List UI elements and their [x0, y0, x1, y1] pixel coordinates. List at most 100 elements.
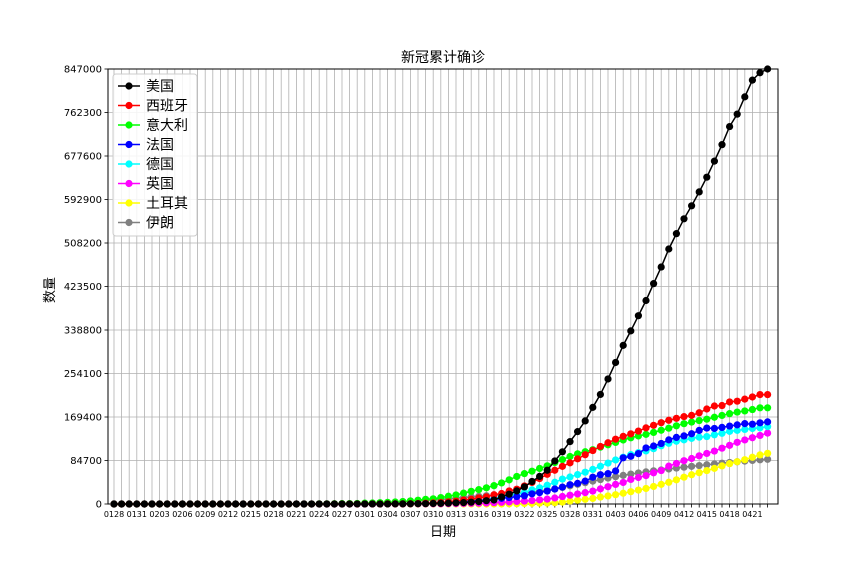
data-point — [604, 470, 612, 478]
data-point — [665, 436, 673, 444]
data-point — [186, 500, 194, 508]
data-point — [627, 452, 635, 460]
data-point — [224, 500, 232, 508]
data-point — [498, 479, 506, 487]
data-point — [596, 390, 605, 399]
data-point — [194, 500, 202, 508]
data-point — [665, 462, 673, 470]
data-point — [467, 498, 475, 506]
data-point — [490, 482, 498, 490]
data-point — [300, 500, 308, 508]
legend-item: 土耳其 — [118, 196, 188, 212]
data-point — [156, 500, 164, 508]
data-point — [277, 500, 285, 508]
data-point — [703, 461, 711, 469]
x-tick-label: 0409 — [651, 510, 671, 519]
data-point — [680, 420, 688, 428]
data-point — [368, 500, 376, 508]
data-point — [308, 500, 316, 508]
data-point — [672, 230, 681, 238]
data-point — [566, 452, 574, 461]
data-point — [140, 500, 148, 508]
data-point — [612, 435, 620, 443]
y-tick-label: 677600 — [64, 152, 102, 163]
legend-label: 美国 — [146, 79, 174, 95]
data-point — [710, 431, 719, 439]
data-point — [733, 421, 741, 429]
data-point — [574, 455, 582, 463]
data-point — [764, 404, 772, 412]
data-point — [642, 424, 650, 432]
data-point — [756, 451, 764, 459]
data-point — [551, 478, 559, 486]
data-point — [209, 500, 217, 508]
data-point — [612, 358, 620, 367]
data-point — [520, 483, 529, 491]
data-point — [650, 280, 658, 288]
data-point — [619, 432, 627, 440]
x-tick-label: 0131 — [127, 510, 147, 519]
data-point — [764, 391, 772, 399]
data-point — [718, 429, 726, 437]
y-tick-label: 254100 — [64, 369, 102, 380]
data-point — [558, 483, 567, 491]
data-point — [292, 500, 300, 508]
data-point — [710, 413, 719, 421]
data-point — [513, 492, 521, 501]
legend-label: 法国 — [146, 138, 174, 154]
data-point — [619, 489, 627, 497]
data-point — [574, 490, 582, 498]
data-point — [429, 499, 437, 508]
data-point — [452, 491, 460, 499]
data-point — [718, 141, 726, 149]
data-point — [748, 420, 757, 428]
data-point — [574, 479, 582, 487]
data-point — [634, 473, 643, 482]
data-point — [695, 452, 703, 460]
x-tick-label: 0331 — [583, 510, 603, 519]
data-point — [680, 215, 688, 223]
legend-item: 德国 — [118, 157, 174, 173]
data-point — [543, 495, 551, 503]
data-point — [346, 500, 354, 508]
data-point — [665, 478, 673, 486]
data-point — [627, 488, 635, 496]
x-tick-label: 0212 — [218, 510, 238, 519]
x-tick-label: 0316 — [469, 510, 489, 519]
data-point — [733, 397, 741, 405]
y-tick-label: 169400 — [64, 413, 102, 424]
data-point — [680, 473, 688, 481]
x-tick-label: 0313 — [446, 510, 466, 519]
data-point — [695, 426, 703, 434]
legend-swatch-marker — [125, 101, 133, 110]
data-point — [688, 454, 696, 463]
legend-label: 西班牙 — [146, 99, 188, 115]
data-point — [232, 500, 240, 508]
data-point — [756, 424, 764, 432]
data-point — [437, 499, 445, 507]
x-tick-label: 0325 — [537, 510, 557, 519]
data-point — [619, 478, 627, 487]
data-point — [756, 456, 764, 464]
data-point — [680, 457, 688, 465]
data-point — [680, 432, 688, 440]
data-point — [680, 413, 688, 421]
data-point — [764, 429, 772, 437]
data-point — [604, 375, 612, 383]
data-point — [391, 500, 399, 508]
data-point — [733, 426, 741, 434]
legend-swatch-marker — [125, 140, 133, 149]
data-point — [703, 173, 711, 181]
data-point — [589, 465, 597, 473]
data-point — [741, 407, 749, 415]
data-point — [657, 419, 665, 427]
data-point — [452, 499, 460, 507]
legend-swatch-marker — [125, 121, 133, 129]
data-point — [726, 427, 734, 435]
data-point — [505, 490, 513, 498]
data-point — [665, 424, 673, 432]
data-point — [688, 430, 696, 438]
data-point — [551, 494, 559, 502]
legend-label: 伊朗 — [146, 216, 174, 232]
